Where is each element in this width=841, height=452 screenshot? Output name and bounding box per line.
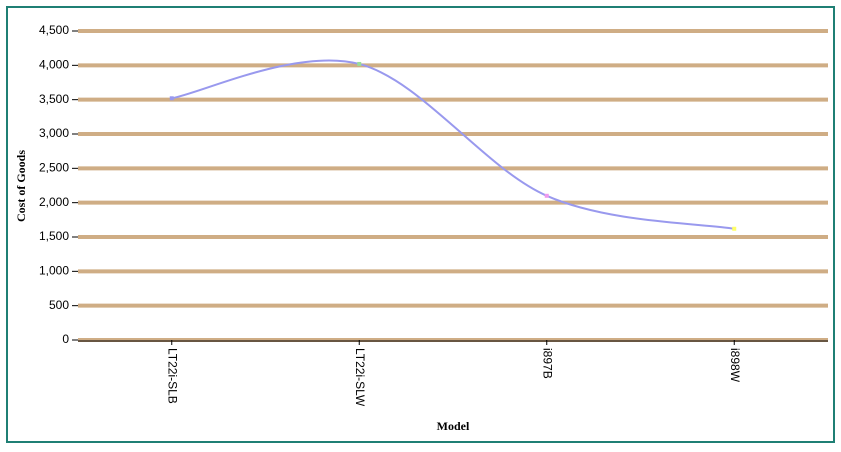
- x-tick-label: LT22i-SLB: [166, 348, 180, 404]
- y-tick-label: 4,000: [39, 58, 69, 72]
- point: [357, 61, 362, 66]
- y-tick-label: 3,000: [39, 126, 69, 140]
- x-axis-title: Model: [437, 419, 470, 433]
- y-tick-label: 1,000: [39, 264, 69, 278]
- y-axis-title: Cost of Goods: [14, 150, 28, 222]
- y-tick-label: 4,500: [39, 23, 69, 37]
- point: [169, 96, 174, 101]
- point: [732, 226, 737, 231]
- chart-frame: [6, 6, 835, 443]
- y-tick-label: 2,000: [39, 195, 69, 209]
- x-tick-label: i897B: [541, 348, 555, 379]
- point: [544, 193, 549, 198]
- x-tick-label: i898W: [728, 348, 742, 383]
- line: [171, 59, 735, 230]
- y-tick-label: 2,500: [39, 161, 69, 175]
- y-tick-label: 500: [49, 298, 69, 312]
- y-tick-label: 1,500: [39, 229, 69, 243]
- y-tick-label: 0: [62, 332, 69, 346]
- x-tick-label: LT22i-SLW: [353, 348, 367, 407]
- y-tick-label: 3,500: [39, 92, 69, 106]
